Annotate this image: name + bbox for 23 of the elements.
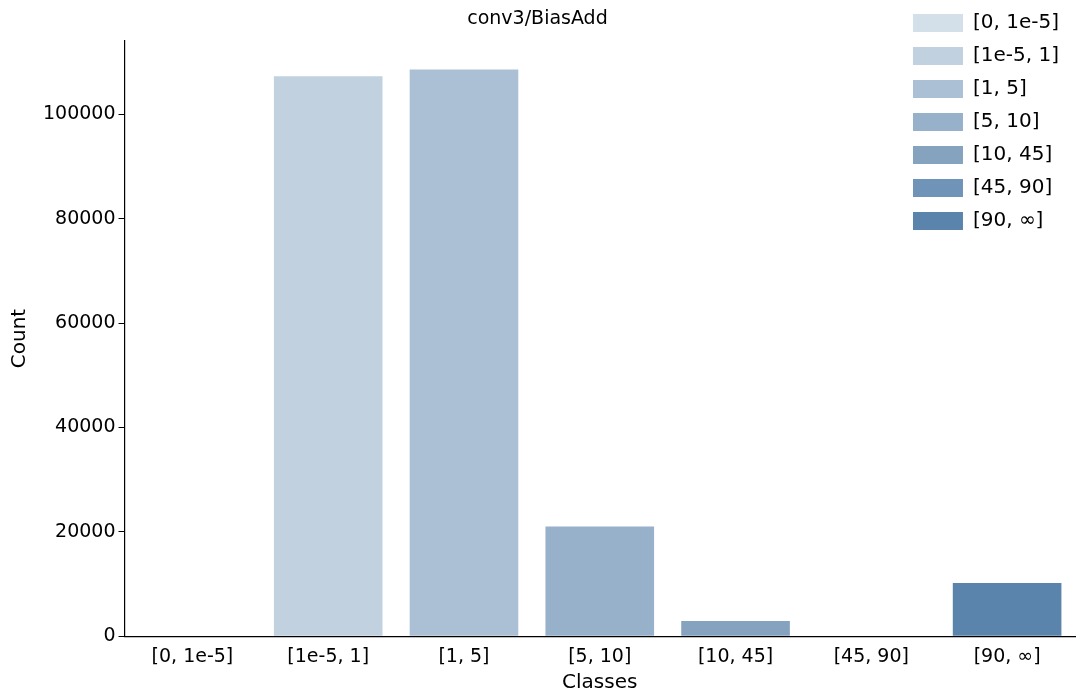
legend-label: [45, 90] [972,174,1053,199]
legend-label: [90, ∞] [972,207,1044,232]
x-tick-label: [5, 10] [568,643,632,666]
x-tick-label: [90, ∞] [973,643,1041,666]
x-tick-label: [10, 45] [697,643,774,666]
chart-title: conv3/BiasAdd [467,6,608,29]
legend-label: [0, 1e-5] [972,9,1059,34]
y-tick-label: 40000 [55,414,116,437]
x-tick-label: [1, 5] [438,643,490,666]
legend-label: [5, 10] [972,108,1040,133]
y-tick-label: 100000 [43,101,116,124]
legend-label: [1e-5, 1] [972,42,1059,67]
legend-label: [1, 5] [972,75,1027,100]
y-axis-title: Count [6,308,31,369]
y-tick-label: 60000 [55,310,116,333]
y-tick-label: 20000 [55,518,116,541]
y-tick-label: 0 [103,623,116,646]
x-tick-label: [45, 90] [833,643,909,666]
legend-label: [10, 45] [972,141,1053,166]
x-tick-label: [0, 1e-5] [151,643,234,666]
x-tick-label: [1e-5, 1] [287,643,370,666]
y-tick-label: 80000 [55,205,116,228]
x-axis-title: Classes [562,669,638,694]
